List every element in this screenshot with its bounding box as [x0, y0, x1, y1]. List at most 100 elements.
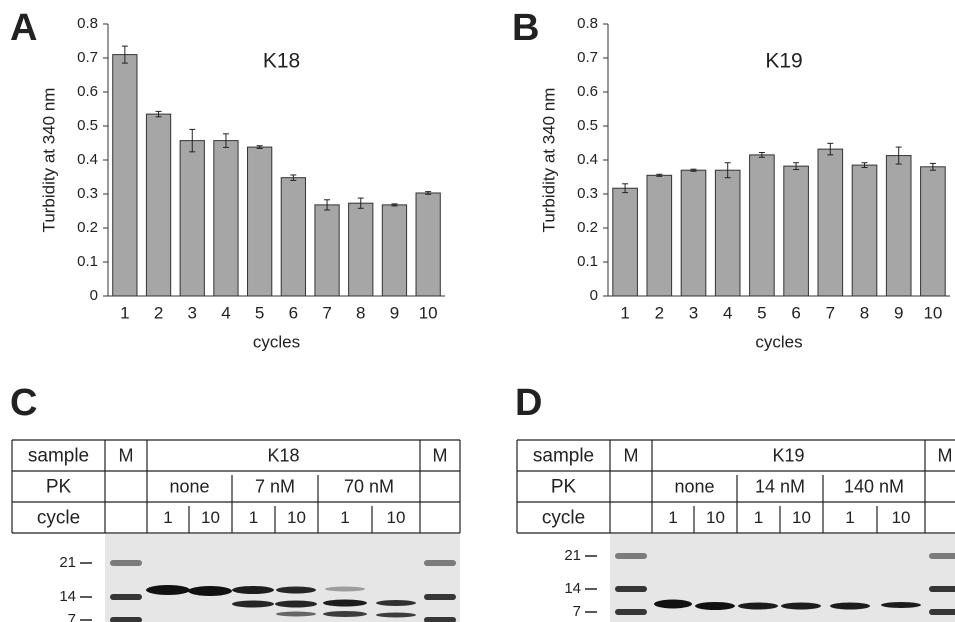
table-cell: none: [674, 476, 714, 496]
gel-band: [376, 613, 416, 618]
y-tick-label: 0.8: [577, 15, 598, 32]
bar: [613, 188, 638, 296]
table-cell: 1: [163, 508, 172, 527]
marker-band: [424, 617, 456, 622]
gel-band: [830, 603, 870, 610]
table-cell: M: [433, 445, 448, 465]
panel-label: A: [10, 7, 37, 49]
panel-label: D: [515, 382, 542, 424]
x-tick-label: 2: [154, 303, 163, 322]
marker-label: 7: [68, 611, 76, 622]
bar: [416, 193, 440, 296]
marker-band: [110, 594, 142, 600]
marker-label: 7: [573, 603, 581, 620]
bar: [180, 141, 204, 296]
gel-band: [376, 600, 416, 606]
y-tick-label: 0: [590, 287, 598, 304]
marker-band: [110, 617, 142, 622]
marker-band: [615, 586, 647, 592]
table-cell: 10: [201, 508, 220, 527]
table-cell: 10: [792, 508, 811, 527]
y-tick-label: 0.2: [77, 219, 98, 236]
marker-label: 14: [59, 588, 76, 605]
y-tick-label: 0.3: [77, 185, 98, 202]
x-tick-label: 3: [188, 303, 197, 322]
y-tick-label: 0.4: [77, 151, 98, 168]
y-tick-label: 0.5: [77, 117, 98, 134]
gel-band: [146, 585, 190, 595]
table-cell: 70 nM: [344, 476, 394, 496]
table-cell: M: [624, 445, 639, 465]
marker-band: [929, 586, 955, 592]
x-tick-label: 4: [723, 303, 732, 322]
gel-band: [232, 601, 274, 608]
table-cell: 14 nM: [755, 476, 805, 496]
y-tick-label: 0.1: [577, 253, 598, 270]
x-tick-label: 10: [419, 303, 438, 322]
y-tick-label: 0.5: [577, 117, 598, 134]
gel-band: [695, 602, 735, 610]
row-label: sample: [28, 446, 89, 467]
y-axis-label: Turbidity at 340 nm: [539, 88, 558, 233]
bar: [750, 155, 775, 296]
marker-band: [424, 594, 456, 600]
row-label: PK: [46, 477, 72, 498]
y-tick-label: 0.3: [577, 185, 598, 202]
marker-label: 21: [59, 554, 76, 571]
x-axis-label: cycles: [755, 332, 802, 351]
y-tick-label: 0.4: [577, 151, 598, 168]
x-tick-label: 3: [689, 303, 698, 322]
y-tick-label: 0: [90, 287, 98, 304]
gel-image: [610, 534, 955, 622]
table-cell: none: [169, 476, 209, 496]
row-label: sample: [533, 446, 594, 467]
x-tick-label: 6: [289, 303, 298, 322]
x-tick-label: 7: [826, 303, 835, 322]
marker-band: [929, 609, 955, 615]
bar: [281, 178, 305, 296]
table-cell: 10: [892, 508, 911, 527]
figure: A K18 Turbidity at 340 nm cycles 0 0.1 0.2 0.3 0…: [0, 0, 955, 622]
x-tick-label: 9: [894, 303, 903, 322]
x-tick-label: 7: [322, 303, 331, 322]
table-cell: 1: [754, 508, 763, 527]
panel-label: C: [10, 382, 37, 424]
row-label: cycle: [37, 508, 80, 529]
table-cell: 10: [287, 508, 306, 527]
gel-band: [738, 603, 778, 610]
gel-band: [276, 587, 316, 594]
x-tick-label: 5: [255, 303, 264, 322]
marker-label: 21: [564, 547, 581, 564]
gel-band: [654, 600, 692, 609]
gel-band: [881, 602, 921, 608]
x-tick-label: 9: [390, 303, 399, 322]
x-tick-label: 8: [356, 303, 365, 322]
gel-band: [325, 587, 365, 592]
y-tick-label: 0.7: [577, 49, 598, 66]
gel-band: [323, 611, 367, 617]
gel-band: [188, 586, 232, 596]
bar: [315, 205, 339, 296]
table-cell: 7 nM: [255, 476, 295, 496]
bar: [818, 149, 843, 296]
table-cell: 1: [668, 508, 677, 527]
y-tick-label: 0.2: [577, 219, 598, 236]
x-tick-label: 2: [655, 303, 664, 322]
x-tick-label: 6: [791, 303, 800, 322]
y-tick-label: 0.6: [577, 83, 598, 100]
table-cell: M: [938, 445, 953, 465]
chart-title: K18: [263, 50, 300, 73]
y-tick-label: 0.6: [77, 83, 98, 100]
bar: [146, 114, 170, 296]
gel-band: [781, 603, 821, 610]
x-tick-label: 1: [620, 303, 629, 322]
table-cell: 10: [387, 508, 406, 527]
row-label: PK: [551, 477, 577, 498]
marker-label: 14: [564, 580, 581, 597]
x-tick-label: 8: [860, 303, 869, 322]
bar: [382, 205, 406, 296]
x-tick-label: 4: [221, 303, 230, 322]
table-cell: K19: [772, 445, 804, 465]
x-tick-label: 1: [120, 303, 129, 322]
x-tick-label: 10: [923, 303, 942, 322]
